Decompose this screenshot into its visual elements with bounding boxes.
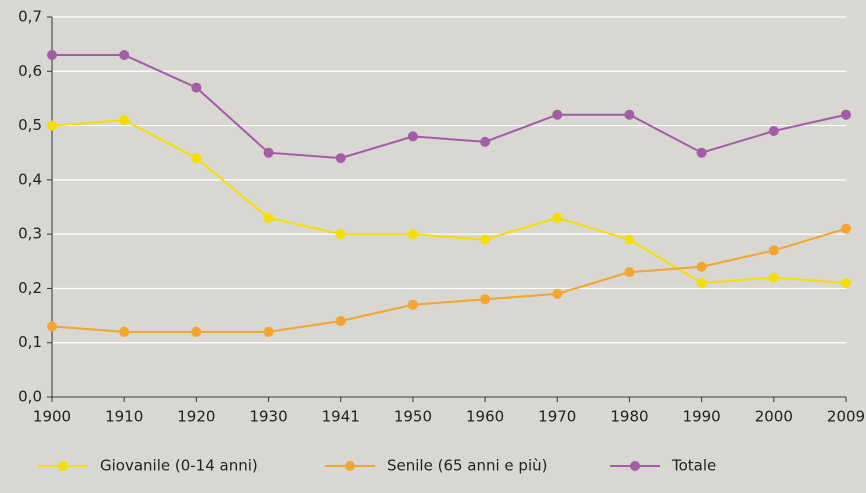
y-tick-label: 0,3 [18, 225, 42, 243]
point [191, 153, 202, 164]
point [407, 299, 418, 310]
y-tick-label: 0,1 [18, 333, 42, 351]
x-tick-label: 1950 [394, 408, 432, 426]
x-tick-label: 1900 [33, 408, 71, 426]
point [335, 153, 346, 164]
y-tick-label: 0,7 [18, 8, 42, 26]
point [47, 50, 57, 60]
point [480, 234, 491, 245]
point [263, 212, 274, 223]
point [768, 126, 779, 136]
point [552, 288, 563, 299]
point [841, 109, 851, 120]
legend-label: Senile (65 anni e più) [387, 457, 547, 475]
legend-label: Giovanile (0-14 anni) [100, 457, 258, 475]
y-tick-label: 0,6 [18, 62, 42, 80]
y-tick-label: 0,2 [18, 279, 42, 297]
point [768, 272, 779, 283]
point [624, 234, 635, 245]
point [841, 278, 851, 288]
x-tick-label: 1980 [610, 408, 648, 426]
point [552, 109, 563, 120]
point [47, 120, 57, 131]
x-tick-label: 2009 [827, 408, 865, 426]
x-tick-label: 1920 [177, 408, 215, 426]
legend-label: Totale [671, 457, 716, 475]
series-line [51, 119, 847, 285]
point [696, 261, 707, 272]
point [263, 326, 274, 337]
point [191, 82, 202, 93]
point [407, 229, 418, 240]
series-line [51, 227, 847, 333]
point [696, 278, 707, 288]
point [119, 326, 130, 337]
point [480, 294, 491, 305]
point [335, 229, 346, 240]
point [47, 321, 57, 332]
point [624, 267, 635, 278]
x-tick-label: 1930 [249, 408, 287, 426]
x-tick-label: 1941 [322, 408, 360, 426]
series-line [52, 54, 847, 160]
x-tick-label: 1960 [466, 408, 504, 426]
point [624, 109, 635, 120]
point [768, 245, 779, 256]
point [407, 131, 418, 142]
point [119, 50, 130, 60]
y-tick-label: 0,4 [18, 170, 42, 188]
point [552, 212, 563, 223]
point [263, 147, 274, 158]
point [696, 147, 707, 158]
point [191, 326, 202, 337]
x-tick-label: 1990 [683, 408, 721, 426]
y-tick-label: 0,5 [18, 116, 42, 134]
legend-marker [345, 461, 355, 471]
x-tick-label: 1910 [105, 408, 143, 426]
point [335, 316, 346, 326]
x-tick-label: 2000 [755, 408, 793, 426]
point [480, 136, 491, 147]
point [841, 223, 851, 234]
y-tick-label: 0,0 [18, 388, 42, 406]
x-tick-label: 1970 [538, 408, 576, 426]
legend-marker [630, 461, 640, 471]
legend-marker [58, 461, 68, 471]
point [119, 115, 130, 126]
